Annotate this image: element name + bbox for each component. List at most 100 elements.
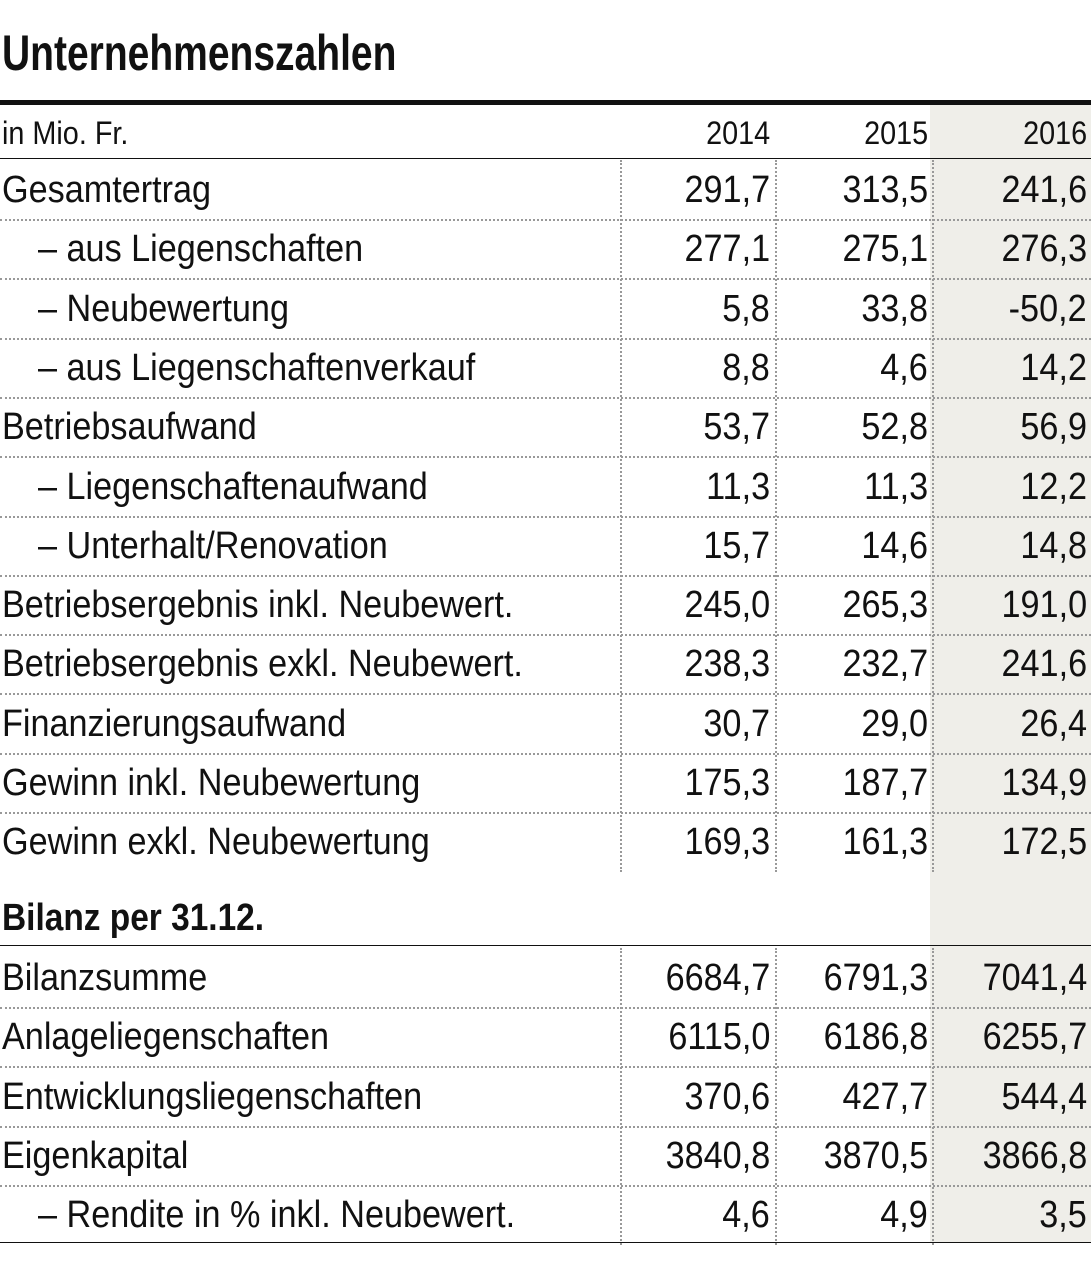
row-label: – aus Liegenschaften xyxy=(38,228,364,271)
title: Unternehmenszahlen xyxy=(2,25,397,81)
row-label: Gewinn exkl. Neubewertung xyxy=(2,821,430,864)
cell-value: 161,3 xyxy=(842,821,928,864)
column-separator xyxy=(932,948,934,1245)
cell-value: -50,2 xyxy=(1009,287,1087,330)
cell-value: 172,5 xyxy=(1001,821,1087,864)
cell-value: 6684,7 xyxy=(665,957,770,999)
highlight-column xyxy=(930,104,1091,1242)
row-label: Betriebsaufwand xyxy=(2,406,257,449)
cell-value: 7041,4 xyxy=(982,957,1087,999)
cell-value: 175,3 xyxy=(684,762,770,804)
cell-value: 313,5 xyxy=(842,169,928,211)
row-label: – aus Liegenschaftenverkauf xyxy=(38,346,476,389)
cell-value: 3866,8 xyxy=(982,1134,1087,1177)
cell-value: 134,9 xyxy=(1001,762,1087,804)
cell-value: 4,6 xyxy=(722,1194,770,1237)
row-separator xyxy=(0,278,1091,281)
row-label: – Neubewertung xyxy=(38,287,289,330)
column-separator xyxy=(775,160,777,872)
cell-value: 15,7 xyxy=(703,524,770,567)
row-label: Entwicklungsliegenschaften xyxy=(2,1075,423,1118)
cell-value: 3840,8 xyxy=(665,1134,770,1177)
column-header: 2016 xyxy=(1022,115,1087,151)
row-label: Betriebsergebnis exkl. Neubewert. xyxy=(2,643,523,686)
row-separator xyxy=(0,812,1091,814)
cell-value: 370,6 xyxy=(684,1075,770,1118)
cell-value: 238,3 xyxy=(684,643,770,686)
rule xyxy=(0,945,1091,946)
row-label: – Rendite in % inkl. Neubewert. xyxy=(38,1194,516,1237)
row-separator xyxy=(0,1066,1091,1069)
cell-value: 241,6 xyxy=(1001,169,1087,211)
section-title: Bilanz per 31.12. xyxy=(2,897,265,939)
column-separator xyxy=(620,160,622,872)
cell-value: 291,7 xyxy=(684,169,770,211)
cell-value: 4,6 xyxy=(880,346,928,389)
cell-value: 30,7 xyxy=(703,702,770,745)
column-header: 2015 xyxy=(863,115,928,151)
cell-value: 187,7 xyxy=(842,762,928,804)
row-separator xyxy=(0,634,1091,637)
row-separator xyxy=(0,456,1091,459)
rule xyxy=(0,100,1091,105)
cell-value: 191,0 xyxy=(1001,584,1087,627)
row-separator xyxy=(0,1125,1091,1128)
row-separator xyxy=(0,1184,1091,1187)
cell-value: 275,1 xyxy=(842,228,928,271)
row-label: Eigenkapital xyxy=(2,1134,189,1177)
row-separator xyxy=(0,693,1091,696)
cell-value: 33,8 xyxy=(861,287,928,330)
cell-value: 169,3 xyxy=(684,821,770,864)
cell-value: 427,7 xyxy=(842,1075,928,1118)
row-separator xyxy=(0,574,1091,577)
column-header: in Mio. Fr. xyxy=(2,115,129,151)
cell-value: 241,6 xyxy=(1001,643,1087,686)
row-label: Finanzierungsaufwand xyxy=(2,702,347,745)
row-separator xyxy=(0,337,1091,340)
row-label: Gewinn inkl. Neubewertung xyxy=(2,762,421,804)
row-label: Bilanzsumme xyxy=(2,957,208,999)
rule xyxy=(0,1242,1091,1243)
row-separator xyxy=(0,219,1091,221)
cell-value: 544,4 xyxy=(1001,1075,1087,1118)
cell-value: 3,5 xyxy=(1039,1194,1087,1237)
row-label: Betriebsergebnis inkl. Neubewert. xyxy=(2,584,514,627)
row-separator xyxy=(0,515,1091,518)
cell-value: 52,8 xyxy=(861,406,928,449)
cell-value: 11,3 xyxy=(863,465,928,508)
cell-value: 11,3 xyxy=(705,465,770,508)
cell-value: 4,9 xyxy=(880,1194,928,1237)
row-separator xyxy=(0,1007,1091,1009)
cell-value: 26,4 xyxy=(1020,702,1087,745)
cell-value: 245,0 xyxy=(684,584,770,627)
row-label: – Unterhalt/Renovation xyxy=(38,524,388,567)
cell-value: 14,2 xyxy=(1020,346,1087,389)
cell-value: 56,9 xyxy=(1020,406,1087,449)
cell-value: 14,8 xyxy=(1020,524,1087,567)
cell-value: 6255,7 xyxy=(982,1016,1087,1059)
cell-value: 232,7 xyxy=(842,643,928,686)
row-label: Gesamtertrag xyxy=(2,169,212,211)
column-separator xyxy=(775,948,777,1245)
rule xyxy=(0,158,1091,159)
column-separator xyxy=(932,160,934,872)
cell-value: 6791,3 xyxy=(823,957,928,999)
cell-value: 265,3 xyxy=(842,584,928,627)
cell-value: 6115,0 xyxy=(667,1016,770,1059)
row-label: Anlageliegenschaften xyxy=(2,1016,330,1059)
column-separator xyxy=(620,948,622,1245)
row-separator xyxy=(0,396,1091,399)
cell-value: 5,8 xyxy=(722,287,770,330)
row-separator xyxy=(0,752,1091,755)
cell-value: 29,0 xyxy=(861,702,928,745)
cell-value: 8,8 xyxy=(722,346,770,389)
cell-value: 277,1 xyxy=(684,228,770,271)
column-header: 2014 xyxy=(705,115,770,151)
cell-value: 14,6 xyxy=(861,524,928,567)
cell-value: 3870,5 xyxy=(823,1134,928,1177)
cell-value: 276,3 xyxy=(1001,228,1087,271)
cell-value: 6186,8 xyxy=(823,1016,928,1059)
cell-value: 12,2 xyxy=(1020,465,1087,508)
cell-value: 53,7 xyxy=(703,406,770,449)
